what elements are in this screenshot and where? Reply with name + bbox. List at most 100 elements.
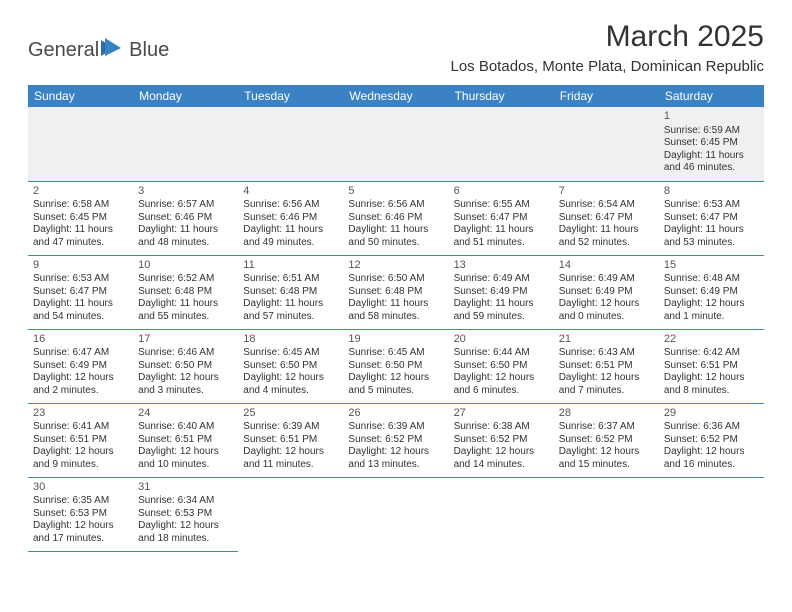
title-block: March 2025 Los Botados, Monte Plata, Dom… (450, 20, 764, 75)
daylight-text: Daylight: 12 hours and 10 minutes. (138, 446, 233, 471)
day-cell: 2Sunrise: 6:58 AMSunset: 6:45 PMDaylight… (28, 181, 133, 255)
daylight-text: Daylight: 12 hours and 17 minutes. (33, 520, 128, 545)
sunset-text: Sunset: 6:51 PM (33, 434, 128, 447)
sunset-text: Sunset: 6:47 PM (664, 212, 759, 225)
page-title: March 2025 (450, 20, 764, 54)
day-number: 28 (559, 407, 654, 421)
daylight-text: Daylight: 11 hours and 46 minutes. (664, 150, 759, 175)
day-number: 1 (664, 110, 759, 124)
daylight-text: Daylight: 12 hours and 15 minutes. (559, 446, 654, 471)
daylight-text: Daylight: 11 hours and 47 minutes. (33, 224, 128, 249)
sunrise-text: Sunrise: 6:46 AM (138, 347, 233, 360)
sunrise-text: Sunrise: 6:52 AM (138, 273, 233, 286)
day-cell: 9Sunrise: 6:53 AMSunset: 6:47 PMDaylight… (28, 255, 133, 329)
empty-cell (28, 107, 133, 181)
sunrise-text: Sunrise: 6:55 AM (454, 199, 549, 212)
sunrise-text: Sunrise: 6:44 AM (454, 347, 549, 360)
day-number: 18 (243, 333, 338, 347)
dayhead-wed: Wednesday (343, 85, 448, 107)
sunset-text: Sunset: 6:45 PM (664, 137, 759, 150)
day-cell: 31Sunrise: 6:34 AMSunset: 6:53 PMDayligh… (133, 477, 238, 551)
day-cell: 15Sunrise: 6:48 AMSunset: 6:49 PMDayligh… (659, 255, 764, 329)
sunset-text: Sunset: 6:47 PM (454, 212, 549, 225)
sunrise-text: Sunrise: 6:42 AM (664, 347, 759, 360)
sunrise-text: Sunrise: 6:41 AM (33, 421, 128, 434)
sunset-text: Sunset: 6:53 PM (33, 508, 128, 521)
sunrise-text: Sunrise: 6:45 AM (348, 347, 443, 360)
logo-text-part2: Blue (129, 39, 169, 62)
day-number: 9 (33, 259, 128, 273)
logo: General Blue (28, 38, 169, 63)
sunset-text: Sunset: 6:50 PM (454, 360, 549, 373)
sunrise-text: Sunrise: 6:36 AM (664, 421, 759, 434)
day-cell: 16Sunrise: 6:47 AMSunset: 6:49 PMDayligh… (28, 329, 133, 403)
sunrise-text: Sunrise: 6:53 AM (33, 273, 128, 286)
day-number: 23 (33, 407, 128, 421)
sunset-text: Sunset: 6:51 PM (559, 360, 654, 373)
day-number: 7 (559, 185, 654, 199)
day-number: 6 (454, 185, 549, 199)
calendar-table: Sunday Monday Tuesday Wednesday Thursday… (28, 85, 764, 552)
week-row: 9Sunrise: 6:53 AMSunset: 6:47 PM Daylight… (28, 255, 764, 329)
day-cell: 10Sunrise: 6:52 AMSunset: 6:48 PMDayligh… (133, 255, 238, 329)
empty-cell (554, 107, 659, 181)
sunrise-text: Sunrise: 6:39 AM (348, 421, 443, 434)
sunrise-text: Sunrise: 6:40 AM (138, 421, 233, 434)
day-cell: 1Sunrise: 6:59 AMSunset: 6:45 PMDaylight… (659, 107, 764, 181)
sunrise-text: Sunrise: 6:49 AM (454, 273, 549, 286)
empty-cell (449, 107, 554, 181)
sunset-text: Sunset: 6:47 PM (33, 286, 128, 299)
week-row: 2Sunrise: 6:58 AMSunset: 6:45 PMDaylight… (28, 181, 764, 255)
calendar-body: 1Sunrise: 6:59 AMSunset: 6:45 PMDaylight… (28, 107, 764, 551)
sunset-text: Sunset: 6:48 PM (348, 286, 443, 299)
sunrise-text: Sunrise: 6:43 AM (559, 347, 654, 360)
week-row: 30Sunrise: 6:35 AMSunset: 6:53 PMDayligh… (28, 477, 764, 551)
daylight-text: Daylight: 12 hours and 5 minutes. (348, 372, 443, 397)
sunrise-text: Sunrise: 6:57 AM (138, 199, 233, 212)
daylight-text: Daylight: 12 hours and 1 minute. (664, 298, 759, 323)
empty-cell (133, 107, 238, 181)
sunrise-text: Sunrise: 6:50 AM (348, 273, 443, 286)
day-cell: 18Sunrise: 6:45 AMSunset: 6:50 PMDayligh… (238, 329, 343, 403)
sunset-text: Sunset: 6:50 PM (348, 360, 443, 373)
day-number: 4 (243, 185, 338, 199)
day-number: 17 (138, 333, 233, 347)
sunrise-text: Sunrise: 6:49 AM (559, 273, 654, 286)
sunrise-text: Sunrise: 6:47 AM (33, 347, 128, 360)
sunrise-text: Sunrise: 6:39 AM (243, 421, 338, 434)
day-number: 21 (559, 333, 654, 347)
daylight-text: Daylight: 12 hours and 16 minutes. (664, 446, 759, 471)
dayhead-tue: Tuesday (238, 85, 343, 107)
day-cell: 14Sunrise: 6:49 AMSunset: 6:49 PMDayligh… (554, 255, 659, 329)
daylight-text: Daylight: 11 hours and 49 minutes. (243, 224, 338, 249)
flag-icon (101, 38, 127, 63)
daylight-text: Daylight: 12 hours and 4 minutes. (243, 372, 338, 397)
day-number: 5 (348, 185, 443, 199)
dayhead-sun: Sunday (28, 85, 133, 107)
sunset-text: Sunset: 6:45 PM (33, 212, 128, 225)
day-number: 15 (664, 259, 759, 273)
day-number: 27 (454, 407, 549, 421)
sunset-text: Sunset: 6:51 PM (243, 434, 338, 447)
sunset-text: Sunset: 6:50 PM (243, 360, 338, 373)
sunset-text: Sunset: 6:52 PM (664, 434, 759, 447)
day-cell: 27Sunrise: 6:38 AMSunset: 6:52 PMDayligh… (449, 403, 554, 477)
sunset-text: Sunset: 6:49 PM (664, 286, 759, 299)
daylight-text: Daylight: 12 hours and 13 minutes. (348, 446, 443, 471)
day-cell: 7Sunrise: 6:54 AMSunset: 6:47 PMDaylight… (554, 181, 659, 255)
day-header-row: Sunday Monday Tuesday Wednesday Thursday… (28, 85, 764, 107)
day-number: 20 (454, 333, 549, 347)
week-row: 1Sunrise: 6:59 AMSunset: 6:45 PMDaylight… (28, 107, 764, 181)
day-cell: 26Sunrise: 6:39 AMSunset: 6:52 PMDayligh… (343, 403, 448, 477)
daylight-text: Daylight: 11 hours and 51 minutes. (454, 224, 549, 249)
sunset-text: Sunset: 6:52 PM (454, 434, 549, 447)
day-cell: 28Sunrise: 6:37 AMSunset: 6:52 PMDayligh… (554, 403, 659, 477)
logo-text-part1: General (28, 39, 99, 62)
day-number: 3 (138, 185, 233, 199)
empty-cell (343, 107, 448, 181)
day-number: 11 (243, 259, 338, 273)
day-cell: 24Sunrise: 6:40 AMSunset: 6:51 PMDayligh… (133, 403, 238, 477)
day-cell: 11Sunrise: 6:51 AMSunset: 6:48 PMDayligh… (238, 255, 343, 329)
sunrise-text: Sunrise: 6:35 AM (33, 495, 128, 508)
sunrise-text: Sunrise: 6:37 AM (559, 421, 654, 434)
